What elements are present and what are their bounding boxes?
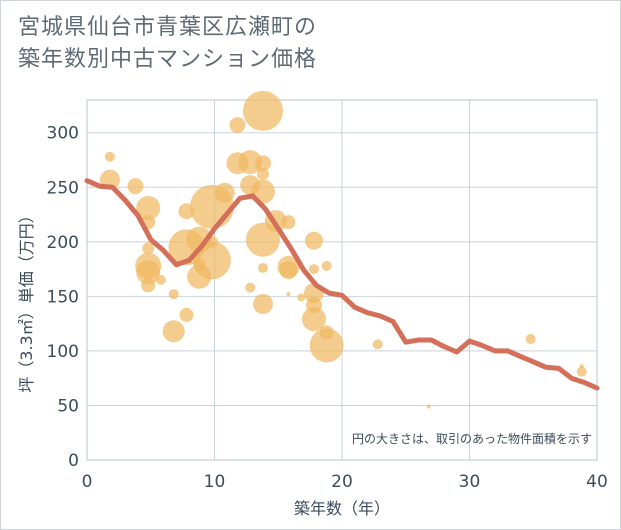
data-bubble xyxy=(141,278,156,293)
x-tick-label: 30 xyxy=(459,472,481,492)
data-bubble xyxy=(136,260,161,285)
data-bubble xyxy=(252,294,273,314)
x-tick-label: 20 xyxy=(331,472,353,492)
chart-title-line-2: 築年数別中古マンション価格 xyxy=(18,47,318,72)
data-bubble xyxy=(254,155,271,172)
data-bubble xyxy=(301,307,326,332)
y-tick-label: 0 xyxy=(68,451,79,471)
size-legend-note: 円の大きさは、取引のあった物件面積を示す xyxy=(352,431,592,446)
data-bubble xyxy=(281,215,296,230)
data-bubble xyxy=(162,320,185,343)
x-tick-label: 40 xyxy=(586,472,608,492)
data-bubble xyxy=(426,404,431,409)
data-bubble xyxy=(192,241,231,280)
data-bubble xyxy=(308,264,319,275)
data-bubble xyxy=(372,339,383,350)
bubble-series xyxy=(99,90,587,409)
data-bubble xyxy=(127,178,144,195)
x-tick-label: 10 xyxy=(204,472,226,492)
y-tick-label: 250 xyxy=(47,178,79,198)
data-bubble xyxy=(142,242,155,255)
x-tick-label: 0 xyxy=(82,472,93,492)
data-bubble xyxy=(579,364,584,369)
y-tick-label: 150 xyxy=(47,287,79,307)
data-bubble xyxy=(297,293,306,302)
data-bubble xyxy=(304,231,323,250)
y-axis-ticks: 0 50 100 150 200 250 300 xyxy=(47,124,79,471)
chart-title: 宮城県仙台市青葉区広瀬町の 築年数別中古マンション価格 xyxy=(18,12,317,76)
data-bubble xyxy=(256,168,269,181)
data-bubble xyxy=(229,117,246,134)
y-axis-label: 坪（3.3㎡）単価（万円） xyxy=(17,207,36,392)
data-bubble xyxy=(238,150,263,175)
data-bubble xyxy=(309,328,344,363)
plot-area-border xyxy=(86,99,598,461)
data-bubble xyxy=(136,196,161,220)
data-bubble xyxy=(257,263,268,273)
y-tick-label: 300 xyxy=(47,124,79,144)
data-bubble xyxy=(214,182,235,203)
data-bubble xyxy=(286,292,291,297)
data-bubble xyxy=(576,366,587,377)
x-axis-label: 築年数（年） xyxy=(294,499,390,518)
data-bubble xyxy=(179,307,194,322)
y-tick-label: 100 xyxy=(47,342,79,362)
x-axis-ticks: 0 10 20 30 40 xyxy=(82,472,608,492)
data-bubble xyxy=(104,151,115,162)
data-bubble xyxy=(525,333,536,344)
data-bubble xyxy=(168,289,179,300)
average-price-line xyxy=(84,178,600,391)
data-bubble xyxy=(245,282,256,293)
y-tick-label: 200 xyxy=(47,233,79,253)
data-bubble xyxy=(279,261,298,280)
data-bubble xyxy=(242,90,283,131)
data-bubble xyxy=(321,260,332,271)
y-tick-label: 50 xyxy=(57,396,79,416)
data-bubble xyxy=(155,275,166,285)
chart-title-line-1: 宮城県仙台市青葉区広瀬町の xyxy=(18,15,318,40)
